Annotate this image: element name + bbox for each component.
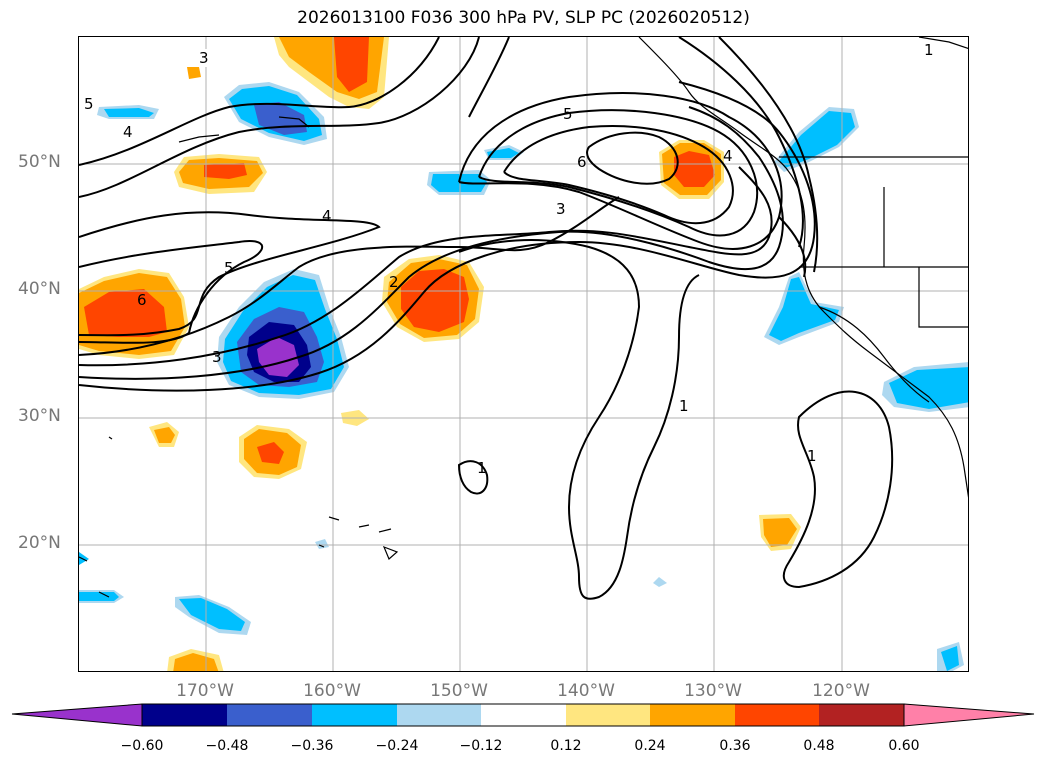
contour-label: 4 — [723, 147, 733, 165]
colorbar-tick: 0.60 — [888, 738, 920, 754]
colorbar-extend-low — [11, 703, 143, 727]
map-canvas — [79, 37, 968, 671]
lon-label-160w: 160°W — [303, 681, 361, 701]
lon-label-170w: 170°W — [176, 681, 234, 701]
contour-label: 6 — [137, 291, 147, 309]
colorbar-tick: 0.36 — [719, 738, 751, 754]
colorbar-tick: 0.48 — [803, 738, 835, 754]
colorbar-tick: 0.24 — [634, 738, 666, 754]
colorbar-tick: −0.48 — [205, 738, 249, 754]
map-title: 2026013100 F036 300 hPa PV, SLP PC (2026… — [297, 8, 750, 28]
contour-label: 1 — [807, 447, 817, 465]
contour-label: 4 — [123, 123, 133, 141]
colorbar-segment — [312, 704, 397, 726]
contour-label: 1 — [477, 459, 487, 477]
colorbar-tick: −0.60 — [120, 738, 164, 754]
lon-label-130w: 130°W — [684, 681, 742, 701]
colorbar-segment — [227, 704, 312, 726]
colorbar-segment — [735, 704, 819, 726]
coastlines — [79, 37, 968, 598]
lat-label-20n: 20°N — [18, 533, 61, 553]
colorbar-tick: 0.12 — [550, 738, 582, 754]
contour-label: 5 — [84, 95, 94, 113]
colorbar-tick: −0.24 — [375, 738, 419, 754]
lat-label-30n: 30°N — [18, 406, 61, 426]
colorbar-segment — [819, 704, 904, 726]
colorbar-tick: −0.12 — [459, 738, 503, 754]
colorbar-segment — [397, 704, 481, 726]
colorbar-extend-high — [903, 703, 1035, 727]
contour-label: 6 — [577, 153, 587, 171]
lat-label-40n: 40°N — [18, 279, 61, 299]
lat-label-50n: 50°N — [18, 152, 61, 172]
contour-label: 5 — [224, 259, 234, 277]
contour-label: 5 — [563, 105, 573, 123]
contour-label: 3 — [212, 348, 222, 366]
colorbar — [11, 703, 1035, 727]
lon-label-150w: 150°W — [430, 681, 488, 701]
slp-contours — [79, 37, 894, 600]
contour-label: 1 — [924, 41, 934, 59]
contour-label: 3 — [556, 200, 566, 218]
colorbar-segment — [481, 704, 566, 726]
colorbar-tick: −0.36 — [290, 738, 334, 754]
contour-label: 1 — [679, 397, 689, 415]
colorbar-segment — [650, 704, 735, 726]
map-panel: 3 5 4 4 5 6 3 2 5 6 3 4 1 1 1 1 — [78, 36, 969, 672]
lon-label-120w: 120°W — [812, 681, 870, 701]
contour-label: 3 — [199, 49, 209, 67]
colorbar-segment — [142, 704, 227, 726]
colorbar-segment — [566, 704, 650, 726]
pv-positive-anomalies — [79, 37, 801, 671]
lon-label-140w: 140°W — [557, 681, 615, 701]
contour-label: 2 — [389, 273, 399, 291]
contour-label: 4 — [322, 207, 332, 225]
